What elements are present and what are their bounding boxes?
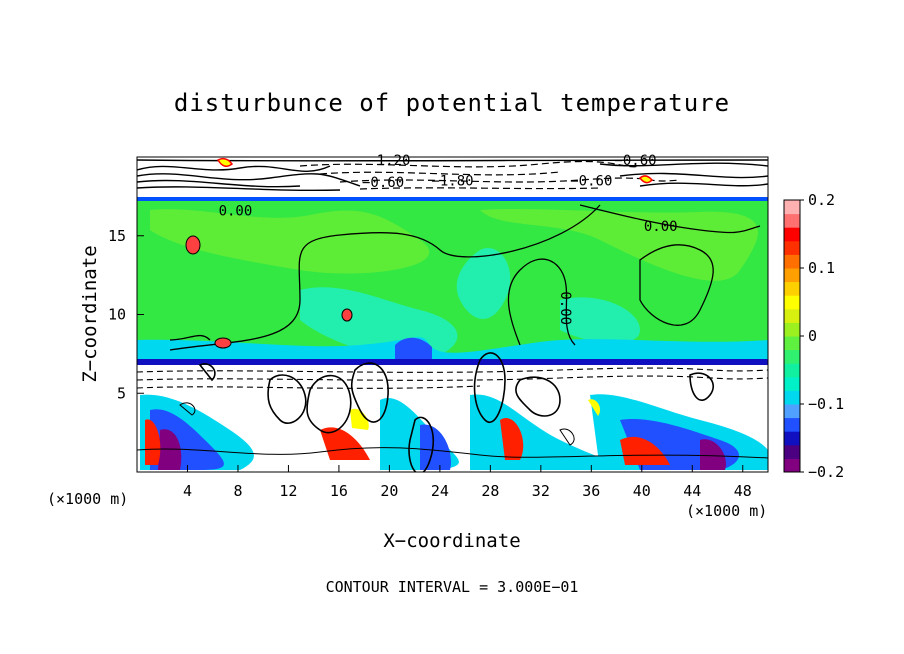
midlevel-blue-line	[137, 359, 768, 365]
x-tick-label: 12	[279, 482, 297, 500]
lower-upper-cyan-band	[137, 337, 768, 360]
contour-label: −1.80	[431, 173, 473, 189]
convective-cell-contours	[198, 352, 714, 472]
colorbar-swatch	[784, 390, 800, 405]
x-tick-label: 16	[330, 482, 348, 500]
blue-trough	[395, 337, 432, 360]
chart-title: disturbunce of potential temperature	[174, 89, 730, 117]
y-tick-label: 5	[117, 384, 126, 402]
colorbar-swatch	[784, 268, 800, 283]
colorbar-swatch	[784, 295, 800, 310]
contour-label: 0.00	[557, 291, 573, 325]
contour-label: 0.00	[219, 203, 253, 219]
colorbar-swatch	[784, 417, 800, 432]
colorbar-swatch	[784, 363, 800, 378]
x-axis-label: X−coordinate	[383, 530, 520, 552]
x-unit-left: (×1000 m)	[47, 490, 128, 508]
contour-label: −1.20	[368, 153, 410, 169]
contour-label: −0.60	[570, 173, 612, 189]
colorbar-tick-label: 0.2	[808, 191, 835, 209]
colorbar-swatch	[784, 444, 800, 459]
colorbar-swatch	[784, 281, 800, 296]
x-tick-label: 24	[431, 482, 449, 500]
y-axis: 5 10 15	[108, 227, 144, 402]
x-tick-label: 44	[683, 482, 701, 500]
colorbar-swatch	[784, 404, 800, 419]
colorbar-swatch	[784, 458, 800, 473]
colorbar-tick-label: 0	[808, 327, 817, 345]
lower-blue-patches	[150, 409, 739, 470]
colorbar-swatch	[784, 213, 800, 228]
x-unit-right: (×1000 m)	[686, 502, 767, 520]
y-tick-label: 10	[108, 306, 126, 324]
colorbar-swatch	[784, 254, 800, 269]
x-tick-label: 48	[734, 482, 752, 500]
y-axis-label: Z−coordinate	[79, 245, 101, 382]
x-tick-label: 36	[582, 482, 600, 500]
colorbar-tick-label: 0.1	[808, 259, 835, 277]
lower-dashed-contours	[137, 367, 768, 389]
x-tick-label: 20	[380, 482, 398, 500]
colorbar-swatch	[784, 336, 800, 351]
colorbar-swatch	[784, 431, 800, 446]
upper-zero-contours	[169, 204, 761, 351]
y-tick-label: 15	[108, 227, 126, 245]
x-tick-label: 32	[532, 482, 550, 500]
stratosphere-color-blobs	[216, 157, 654, 184]
lower-cyan-patches	[140, 394, 768, 470]
x-tick-label: 4	[183, 482, 192, 500]
upper-field-cyan-patches	[300, 248, 640, 360]
colorbar-swatch	[784, 376, 800, 391]
tropopause-line	[137, 197, 768, 201]
contour-label: −0.60	[614, 153, 656, 169]
colorbar-swatch	[784, 308, 800, 323]
colorbar-swatch	[784, 227, 800, 242]
plot-area	[137, 157, 768, 472]
x-tick-label: 40	[633, 482, 651, 500]
x-axis: 4 8 12 16 20 24 28 32 36 40 44 48	[183, 465, 752, 500]
colorbar: −0.2 −0.1 0 0.1 0.2	[783, 191, 844, 481]
contour-label: 0.00	[644, 219, 678, 235]
isolated-upper-blobs	[185, 235, 353, 349]
lower-misc-contours	[137, 402, 768, 459]
x-tick-label: 28	[481, 482, 499, 500]
colorbar-swatch	[784, 349, 800, 364]
colorbar-tick-label: −0.2	[808, 463, 844, 481]
x-tick-label: 8	[233, 482, 242, 500]
stratosphere-contours	[137, 159, 768, 192]
upper-field-lighter-patches	[150, 208, 758, 281]
colorbar-tick-label: −0.1	[808, 395, 844, 413]
colorbar-swatch	[784, 240, 800, 255]
colorbar-swatch	[784, 200, 800, 215]
contour-label: −0.60	[362, 175, 404, 191]
contour-interval-footer: CONTOUR INTERVAL = 3.000E−01	[326, 578, 579, 596]
contour-labels: −1.20 −0.60−0.60 −1.80 −0.600.000.000.00	[219, 153, 678, 325]
colorbar-swatch	[784, 322, 800, 337]
